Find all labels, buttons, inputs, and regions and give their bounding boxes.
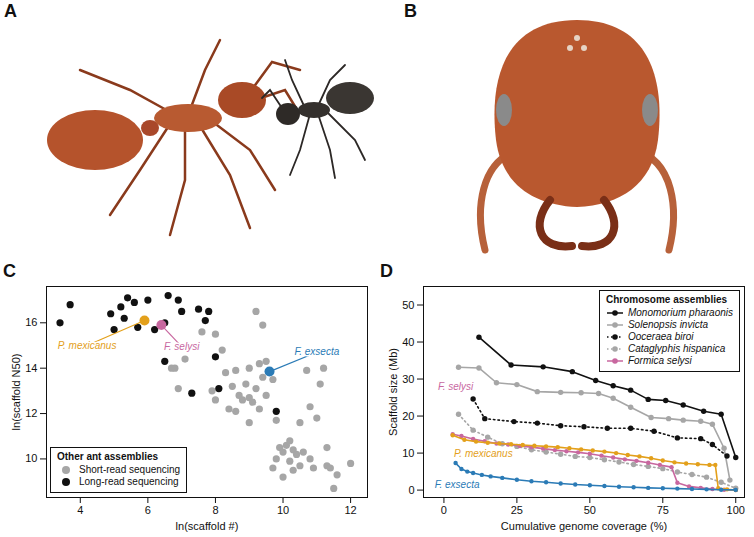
svg-text:30: 30 — [402, 373, 414, 385]
html-text:Solenopsis invicta: Solenopsis invicta — [627, 319, 708, 330]
html-text:Formica selysi: Formica selysi — [627, 355, 692, 366]
svg-text:F. exsecta: F. exsecta — [294, 346, 339, 357]
html-text:Ooceraea biroi: Ooceraea biroi — [627, 331, 694, 342]
html-text:Monomorium pharaonis: Monomorium pharaonis — [627, 307, 733, 318]
svg-text:16: 16 — [25, 316, 37, 328]
svg-text:25: 25 — [511, 504, 523, 516]
html-text:Chromosome assemblies: Chromosome assemblies — [605, 294, 728, 305]
html-text:Cataglyphis hispanica: Cataglyphis hispanica — [627, 343, 726, 354]
svg-text:20: 20 — [402, 410, 414, 422]
svg-text:50: 50 — [402, 299, 414, 311]
html-text:Other ant assemblies: Other ant assemblies — [57, 451, 159, 462]
svg-text:ln(scaffold N50): ln(scaffold N50) — [10, 354, 22, 431]
svg-text:14: 14 — [25, 362, 37, 374]
svg-text:F. exsecta: F. exsecta — [435, 479, 480, 490]
svg-text:0: 0 — [441, 504, 447, 516]
html-text:Long-read sequencing: Long-read sequencing — [79, 476, 179, 487]
svg-text:10: 10 — [277, 504, 289, 516]
svg-text:ln(scaffold #): ln(scaffold #) — [176, 520, 239, 532]
html-text:D: D — [380, 261, 393, 281]
svg-text:6: 6 — [145, 504, 151, 516]
svg-text:10: 10 — [25, 452, 37, 464]
svg-text:Cumulative genome coverage (%): Cumulative genome coverage (%) — [501, 520, 667, 532]
svg-text:F. selysi: F. selysi — [164, 341, 200, 352]
svg-text:50: 50 — [584, 504, 596, 516]
svg-text:0: 0 — [408, 484, 414, 496]
svg-text:Scaffold size (Mb): Scaffold size (Mb) — [387, 348, 399, 436]
svg-text:F. selysi: F. selysi — [438, 381, 474, 392]
html-text:A: A — [4, 1, 17, 21]
svg-text:40: 40 — [402, 336, 414, 348]
svg-text:4: 4 — [77, 504, 83, 516]
svg-text:100: 100 — [727, 504, 745, 516]
svg-text:8: 8 — [212, 504, 218, 516]
svg-text:12: 12 — [25, 407, 37, 419]
svg-text:75: 75 — [657, 504, 669, 516]
svg-text:10: 10 — [402, 447, 414, 459]
svg-text:P. mexicanus: P. mexicanus — [454, 448, 513, 459]
html-text:Short-read sequencing: Short-read sequencing — [79, 464, 181, 475]
svg-text:P. mexicanus: P. mexicanus — [58, 340, 117, 351]
html-text:B: B — [404, 1, 417, 21]
svg-text:12: 12 — [344, 504, 356, 516]
html-text:C: C — [3, 261, 16, 281]
